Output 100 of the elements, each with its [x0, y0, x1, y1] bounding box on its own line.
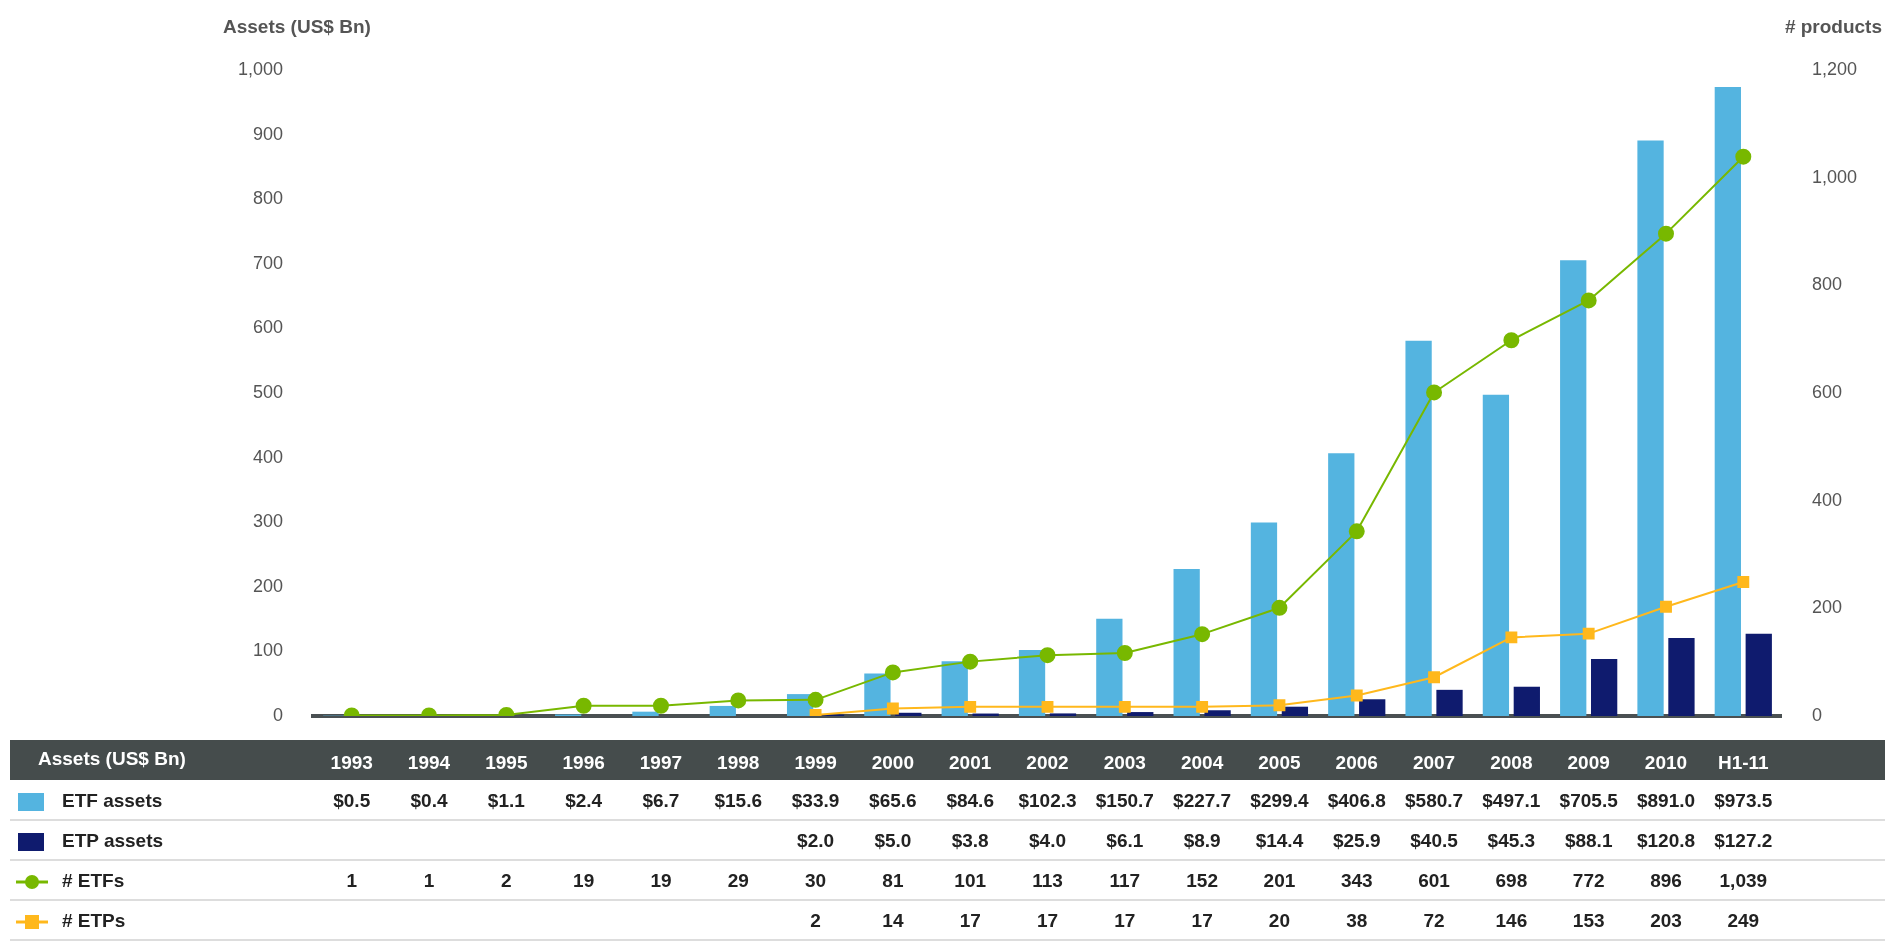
- data-label: $8.9: [1183, 830, 1221, 852]
- y-tick-label: 0: [273, 704, 284, 725]
- point: [1428, 671, 1441, 684]
- bar: [1745, 633, 1772, 716]
- point: [1505, 631, 1518, 644]
- data-label: 20: [1268, 910, 1290, 932]
- bar: [1328, 453, 1355, 716]
- data-label: 152: [1186, 870, 1218, 892]
- data-label: 2: [810, 910, 821, 932]
- point: [884, 664, 901, 681]
- bar: [1173, 568, 1200, 716]
- y2-tick-label: 1,200: [1811, 58, 1857, 79]
- x-tick-label: H1-11: [1717, 752, 1770, 774]
- data-label: $580.7: [1404, 790, 1464, 812]
- data-label: $6.1: [1106, 830, 1144, 852]
- point: [652, 697, 669, 714]
- data-label: 772: [1572, 870, 1605, 892]
- point: [1580, 292, 1597, 309]
- legend-label: ETF assets: [62, 790, 163, 812]
- data-label: $84.6: [946, 790, 994, 812]
- data-label: $227.7: [1173, 790, 1232, 812]
- point: [964, 700, 977, 713]
- data-label: $497.1: [1482, 790, 1541, 812]
- y-tick-label: 300: [253, 511, 284, 532]
- point: [886, 702, 899, 715]
- bar: [1560, 260, 1587, 716]
- data-label: $299.4: [1250, 790, 1309, 812]
- point: [575, 697, 592, 714]
- data-label: $6.7: [642, 790, 680, 812]
- point: [1039, 647, 1056, 664]
- bar: [1204, 710, 1231, 716]
- bar: [1359, 699, 1386, 716]
- data-label: $973.5: [1714, 790, 1773, 812]
- x-tick-label: 1995: [485, 752, 528, 774]
- data-label: $1.1: [487, 790, 526, 812]
- x-tick-label: 1999: [794, 752, 837, 774]
- data-label: 19: [650, 870, 672, 892]
- point: [1271, 599, 1288, 616]
- data-label: $102.3: [1018, 790, 1077, 812]
- data-label: 153: [1572, 910, 1605, 932]
- data-label: $4.0: [1029, 830, 1066, 852]
- data-label: $65.6: [869, 790, 917, 812]
- y2-axis-title: # products: [1784, 16, 1882, 38]
- data-label: 343: [1340, 870, 1373, 892]
- data-label: $127.2: [1714, 830, 1773, 852]
- data-label: 113: [1032, 870, 1063, 892]
- y2-tick-label: 600: [1811, 381, 1842, 402]
- x-tick-label: 1996: [562, 752, 605, 774]
- data-label: $5.0: [874, 830, 912, 852]
- data-label: $891.0: [1636, 790, 1696, 812]
- data-label: $25.9: [1332, 830, 1381, 852]
- data-label: 698: [1495, 870, 1528, 892]
- data-label: $705.5: [1559, 790, 1619, 812]
- data-label: $0.5: [333, 790, 371, 812]
- data-label: $2.0: [797, 830, 835, 852]
- x-tick-label: 2000: [871, 752, 915, 774]
- bar: [1281, 706, 1309, 716]
- data-label: 896: [1650, 870, 1682, 892]
- y-tick-label: 600: [253, 317, 284, 338]
- bar: [1668, 637, 1695, 716]
- data-label: $2.4: [565, 790, 603, 812]
- point: [1116, 645, 1133, 662]
- data-label: 601: [1418, 870, 1451, 892]
- y-axis-title: Assets (US$ Bn): [223, 16, 371, 38]
- point: [1503, 332, 1520, 349]
- point: [1660, 600, 1672, 613]
- y2-tick-label: 400: [1811, 489, 1842, 510]
- data-label: $88.1: [1564, 830, 1613, 852]
- bar: [1637, 140, 1664, 716]
- data-label: 2: [501, 870, 512, 892]
- data-label: 101: [954, 870, 987, 892]
- y-tick-label: 800: [253, 188, 284, 209]
- data-label: $40.5: [1410, 830, 1459, 852]
- data-label: $3.8: [951, 830, 989, 852]
- bar: [1513, 686, 1540, 716]
- legend-label: ETP assets: [62, 830, 164, 852]
- point: [962, 653, 979, 670]
- data-label: 17: [959, 910, 981, 932]
- data-label: $14.4: [1255, 830, 1304, 852]
- data-label: 1,039: [1719, 870, 1768, 892]
- bar: [709, 705, 736, 716]
- point: [1657, 225, 1674, 242]
- point: [1582, 627, 1595, 640]
- x-tick-label: 2005: [1258, 752, 1301, 774]
- point: [1118, 700, 1131, 713]
- point: [1737, 576, 1750, 588]
- y-tick-label: 700: [253, 252, 284, 273]
- data-label: $15.6: [714, 790, 763, 812]
- point: [1348, 523, 1365, 540]
- data-label: 1: [346, 870, 358, 892]
- point: [1041, 700, 1054, 713]
- data-label: $406.8: [1327, 790, 1386, 812]
- legend-label: # ETPs: [62, 910, 126, 932]
- y-tick-label: 900: [253, 123, 284, 144]
- legend-label: # ETFs: [62, 870, 125, 892]
- data-label: 72: [1423, 910, 1445, 932]
- bar: [1250, 522, 1278, 716]
- text: Assets (US$ Bn): [38, 748, 186, 770]
- data-label: 38: [1346, 910, 1368, 932]
- data-label: 30: [805, 870, 827, 892]
